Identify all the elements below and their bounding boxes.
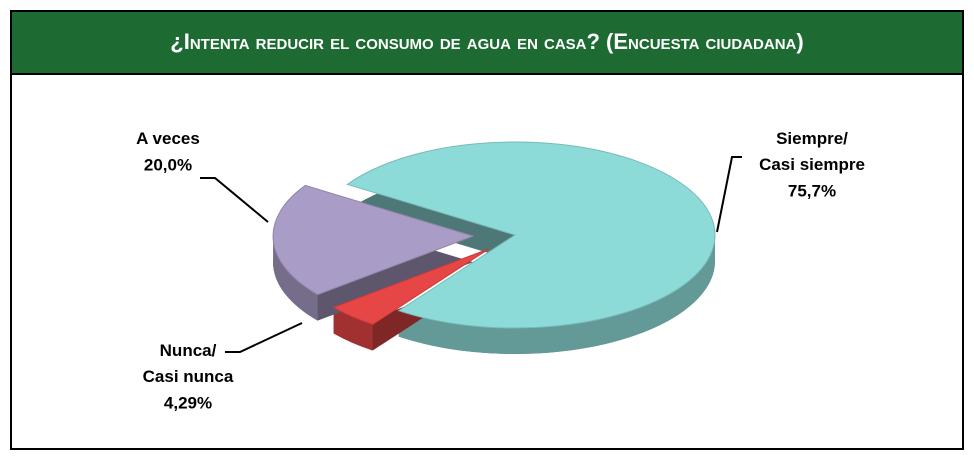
slice — [272, 184, 475, 296]
label-line: Casi siempre — [759, 155, 865, 174]
slice — [332, 248, 490, 326]
slice-side — [333, 307, 373, 351]
leader-line — [200, 177, 269, 223]
label-line: A veces — [136, 129, 200, 148]
slice-side — [273, 236, 318, 321]
data-label: Siempre/Casi siempre — [759, 129, 865, 174]
label-line: Nunca/ — [160, 341, 217, 360]
slice-side — [398, 235, 715, 354]
pie — [272, 141, 716, 355]
data-label: A veces — [136, 129, 200, 148]
leader-line — [716, 156, 742, 233]
labels: Siempre/Casi siempre 75,7% Nunca/Casi nunc… — [136, 129, 865, 412]
data-label: Nunca/Casi nunca — [143, 341, 234, 386]
chart-title: ¿Intenta reducir el consumo de agua en c… — [170, 29, 803, 54]
slice — [346, 141, 716, 329]
leader-line — [225, 322, 303, 353]
value-label: 75,7% — [788, 181, 836, 200]
label-line: Casi nunca — [143, 367, 234, 386]
title-bar — [10, 10, 964, 75]
label-line: Siempre/ — [776, 129, 848, 148]
value-label: 4,29% — [164, 393, 212, 412]
value-label: 20,0% — [144, 155, 192, 174]
